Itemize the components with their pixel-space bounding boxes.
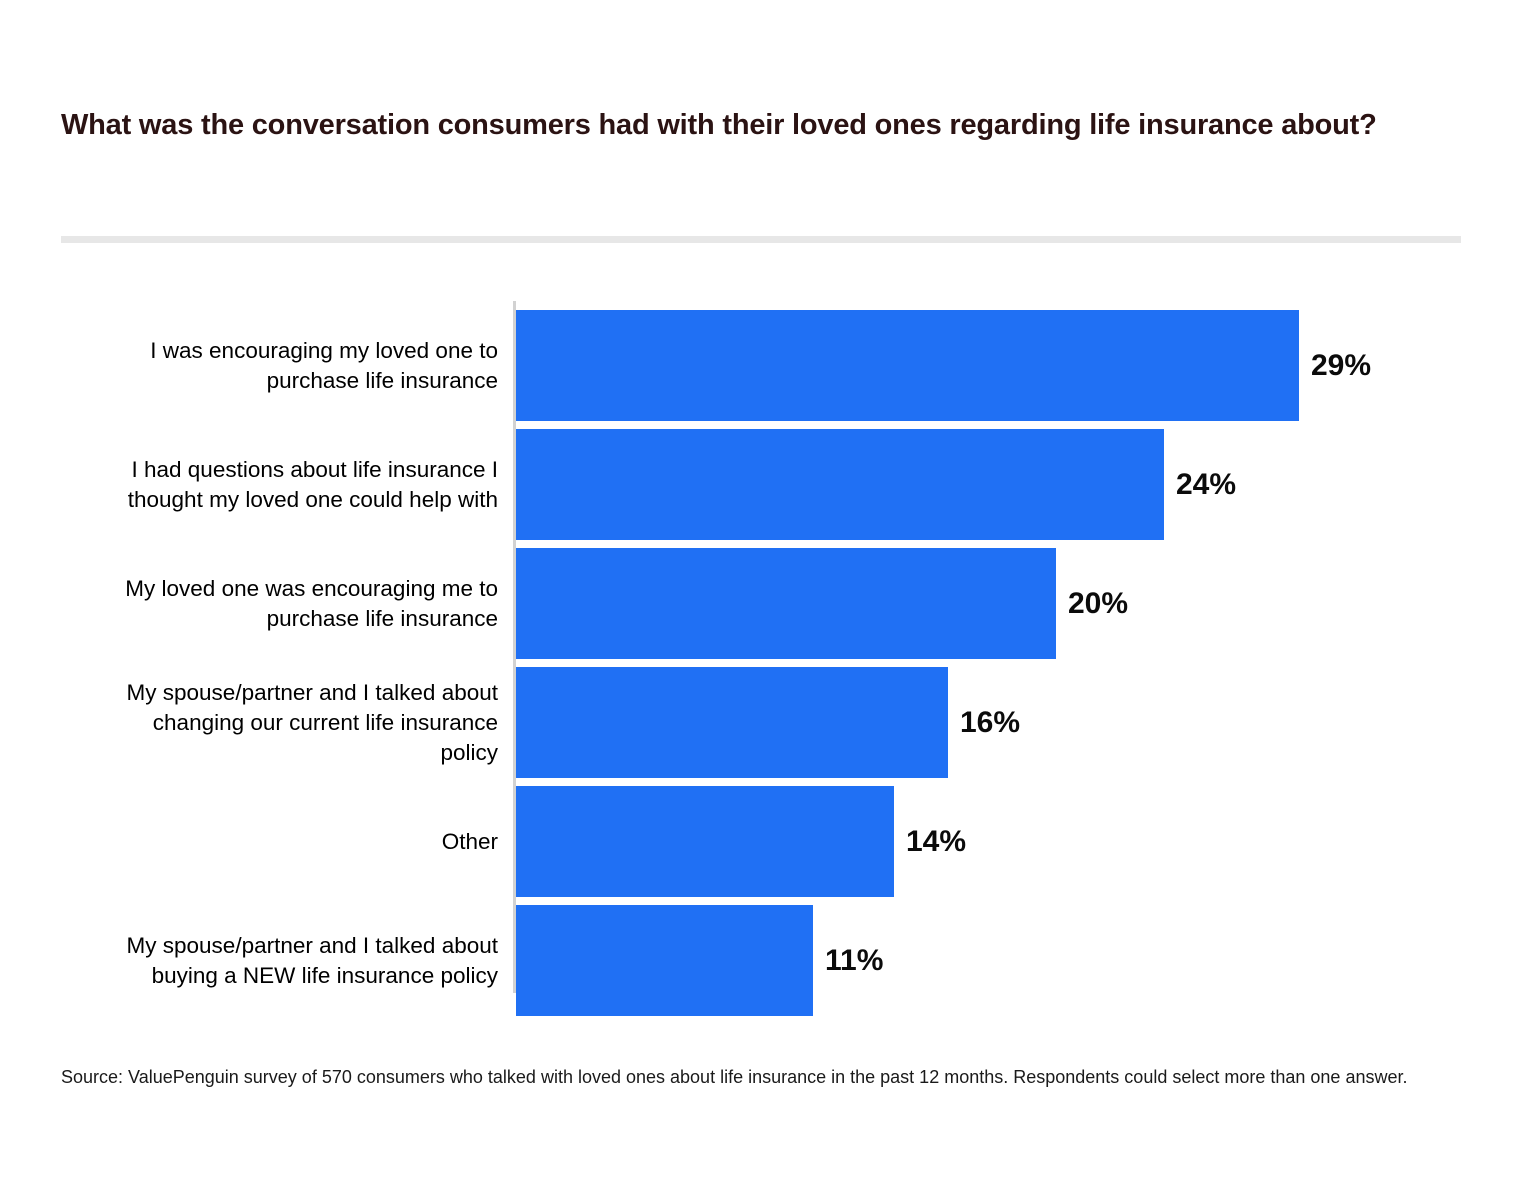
bar-category-label: I was encouraging my loved one to purcha… xyxy=(150,337,498,393)
bar-row: Other 14% xyxy=(0,786,1520,897)
bar-row: My loved one was encouraging me to purch… xyxy=(0,548,1520,659)
title-divider xyxy=(61,236,1461,243)
bar-category-label: My spouse/partner and I talked about buy… xyxy=(126,932,498,988)
bar-rect[interactable] xyxy=(516,429,1164,540)
bar-track: 16% xyxy=(516,667,1520,778)
bar-rect[interactable] xyxy=(516,310,1299,421)
bar-rect[interactable] xyxy=(516,667,948,778)
bar-rect[interactable] xyxy=(516,548,1056,659)
bar-track: 11% xyxy=(516,905,1520,1016)
bar-track: 24% xyxy=(516,429,1520,540)
bar-row: My spouse/partner and I talked about cha… xyxy=(0,667,1520,778)
bar-track: 20% xyxy=(516,548,1520,659)
bar-value-label: 11% xyxy=(825,943,884,977)
bar-category-label: My spouse/partner and I talked about cha… xyxy=(126,679,498,765)
bar-category-label: Other xyxy=(441,828,498,854)
bar-track: 29% xyxy=(516,310,1520,421)
bar-value-label: 29% xyxy=(1311,348,1372,382)
bar-row: I had questions about life insurance I t… xyxy=(0,429,1520,540)
chart-title: What was the conversation consumers had … xyxy=(61,109,1377,141)
bar-value-label: 24% xyxy=(1176,467,1237,501)
bar-value-label: 14% xyxy=(906,824,967,858)
bar-rect[interactable] xyxy=(516,786,894,897)
source-footnote: Source: ValuePenguin survey of 570 consu… xyxy=(61,1067,1408,1087)
bar-category-label: My loved one was encouraging me to purch… xyxy=(125,575,498,631)
bar-row: My spouse/partner and I talked about buy… xyxy=(0,905,1520,1016)
category-axis-line xyxy=(513,301,516,993)
bar-value-label: 16% xyxy=(960,705,1021,739)
bar-chart-plot-area: I was encouraging my loved one to purcha… xyxy=(0,295,1520,1016)
bar-rect[interactable] xyxy=(516,905,813,1016)
bar-category-label: I had questions about life insurance I t… xyxy=(127,456,498,512)
bar-value-label: 20% xyxy=(1068,586,1129,620)
bar-track: 14% xyxy=(516,786,1520,897)
bar-row: I was encouraging my loved one to purcha… xyxy=(0,310,1520,421)
